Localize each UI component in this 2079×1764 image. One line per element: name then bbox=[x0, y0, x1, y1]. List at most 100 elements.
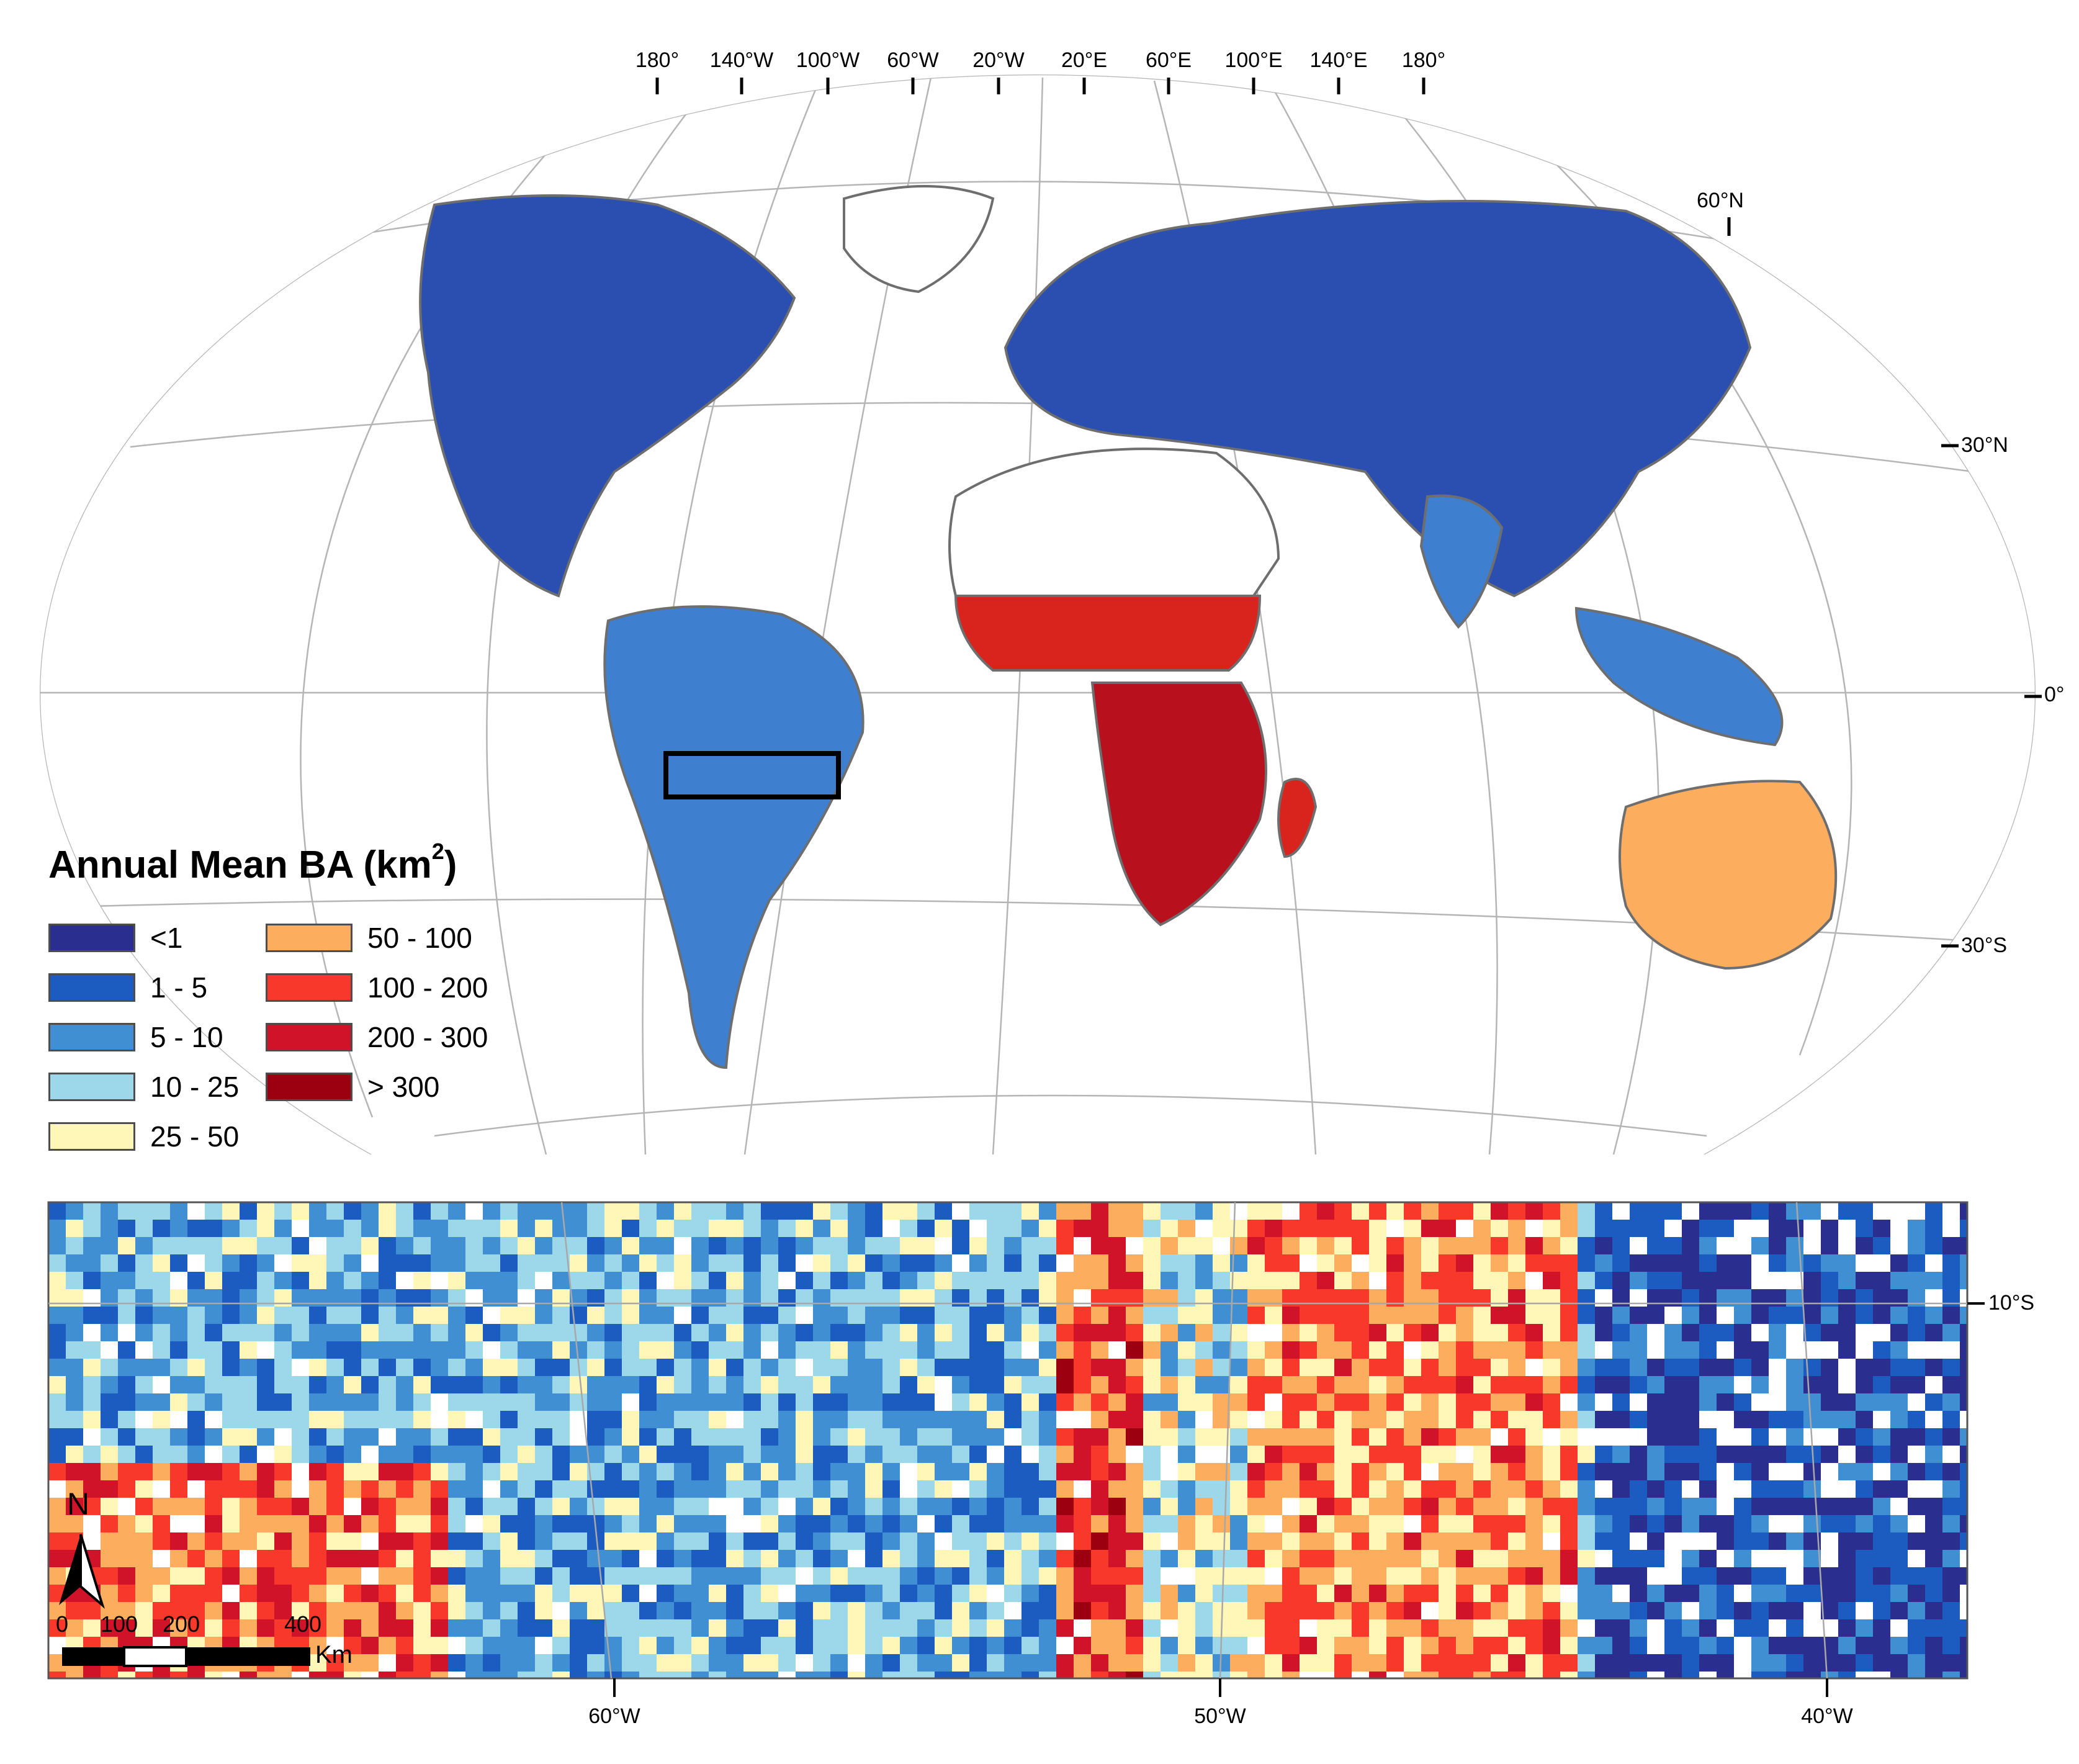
raster-cell bbox=[240, 1428, 257, 1446]
raster-cell bbox=[448, 1220, 465, 1237]
raster-cell bbox=[900, 1672, 917, 1678]
raster-cell bbox=[1195, 1550, 1213, 1567]
raster-cell bbox=[778, 1254, 796, 1272]
raster-cell bbox=[483, 1341, 500, 1359]
raster-cell bbox=[1265, 1619, 1282, 1637]
raster-cell bbox=[726, 1619, 743, 1637]
raster-cell bbox=[952, 1359, 969, 1376]
raster-cell bbox=[1108, 1446, 1126, 1463]
raster-cell bbox=[1161, 1393, 1178, 1411]
raster-cell bbox=[1161, 1550, 1178, 1567]
raster-cell bbox=[101, 1463, 118, 1480]
raster-cell bbox=[1317, 1307, 1334, 1324]
raster-cell bbox=[1421, 1550, 1439, 1567]
raster-cell bbox=[882, 1480, 900, 1498]
raster-cell bbox=[552, 1272, 570, 1289]
raster-cell bbox=[483, 1307, 500, 1324]
raster-cell bbox=[1525, 1307, 1543, 1324]
raster-cell bbox=[361, 1324, 379, 1341]
raster-cell bbox=[1803, 1602, 1821, 1619]
raster-cell bbox=[709, 1411, 726, 1428]
raster-cell bbox=[83, 1532, 101, 1550]
raster-cell bbox=[587, 1498, 604, 1515]
raster-cell bbox=[1647, 1324, 1664, 1341]
raster-cell bbox=[917, 1585, 935, 1602]
raster-cell bbox=[292, 1307, 309, 1324]
raster-cell bbox=[1161, 1480, 1178, 1498]
raster-cell bbox=[66, 1393, 83, 1411]
raster-cell bbox=[448, 1550, 465, 1567]
raster-cell bbox=[1282, 1532, 1300, 1550]
raster-cell bbox=[274, 1411, 292, 1428]
raster-cell bbox=[1682, 1324, 1699, 1341]
raster-cell bbox=[1838, 1272, 1856, 1289]
raster-cell bbox=[1108, 1672, 1126, 1678]
raster-cell bbox=[1074, 1254, 1091, 1272]
raster-cell bbox=[170, 1463, 187, 1480]
raster-cell bbox=[396, 1532, 413, 1550]
raster-cell bbox=[1056, 1254, 1074, 1272]
raster-cell bbox=[917, 1254, 935, 1272]
raster-cell bbox=[1908, 1428, 1925, 1446]
raster-cell bbox=[1265, 1446, 1282, 1463]
raster-cell bbox=[1769, 1619, 1786, 1637]
raster-cell bbox=[1161, 1272, 1178, 1289]
raster-cell bbox=[1560, 1463, 1578, 1480]
raster-cell bbox=[1126, 1237, 1143, 1254]
raster-cell bbox=[1421, 1619, 1439, 1637]
raster-cell bbox=[674, 1567, 691, 1585]
raster-cell bbox=[1178, 1376, 1195, 1393]
raster-cell bbox=[796, 1376, 813, 1393]
raster-cell bbox=[500, 1307, 518, 1324]
raster-cell bbox=[1317, 1393, 1334, 1411]
raster-cell bbox=[465, 1498, 483, 1515]
raster-cell bbox=[431, 1376, 448, 1393]
raster-cell bbox=[1699, 1446, 1717, 1463]
raster-cell bbox=[552, 1341, 570, 1359]
raster-cell bbox=[292, 1498, 309, 1515]
raster-cell bbox=[1213, 1532, 1230, 1550]
raster-cell bbox=[1821, 1446, 1838, 1463]
raster-cell bbox=[865, 1498, 882, 1515]
raster-cell bbox=[848, 1393, 865, 1411]
raster-cell bbox=[761, 1463, 778, 1480]
raster-cell bbox=[1074, 1411, 1091, 1428]
raster-cell bbox=[1647, 1411, 1664, 1428]
raster-cell bbox=[1647, 1480, 1664, 1498]
raster-cell bbox=[1317, 1654, 1334, 1672]
raster-cell bbox=[1039, 1498, 1056, 1515]
raster-cell bbox=[1004, 1585, 1022, 1602]
raster-cell bbox=[1404, 1411, 1421, 1428]
raster-cell bbox=[1074, 1393, 1091, 1411]
raster-cell bbox=[1178, 1480, 1195, 1498]
raster-cell bbox=[153, 1602, 170, 1619]
raster-cell bbox=[848, 1672, 865, 1678]
raster-cell bbox=[465, 1324, 483, 1341]
raster-cell bbox=[431, 1637, 448, 1654]
raster-cell bbox=[1769, 1637, 1786, 1654]
raster-cell bbox=[1300, 1654, 1317, 1672]
raster-cell bbox=[344, 1359, 361, 1376]
raster-cell bbox=[1890, 1550, 1908, 1567]
raster-cell bbox=[657, 1637, 674, 1654]
raster-cell bbox=[448, 1307, 465, 1324]
raster-cell bbox=[1022, 1428, 1039, 1446]
raster-cell bbox=[657, 1567, 674, 1585]
raster-cell bbox=[1699, 1654, 1717, 1672]
raster-cell bbox=[1925, 1393, 1942, 1411]
raster-cell bbox=[535, 1428, 552, 1446]
raster-cell bbox=[1595, 1411, 1612, 1428]
raster-cell bbox=[1682, 1254, 1699, 1272]
raster-cell bbox=[274, 1619, 292, 1637]
raster-cell bbox=[1769, 1532, 1786, 1550]
raster-cell bbox=[187, 1237, 205, 1254]
raster-cell bbox=[309, 1307, 326, 1324]
raster-cell bbox=[1282, 1446, 1300, 1463]
raster-cell bbox=[1022, 1619, 1039, 1637]
raster-cell bbox=[1960, 1202, 1967, 1220]
raster-cell bbox=[1543, 1393, 1560, 1411]
raster-cell bbox=[1491, 1550, 1508, 1567]
raster-cell bbox=[344, 1637, 361, 1654]
raster-cell bbox=[1195, 1220, 1213, 1237]
raster-cell bbox=[1612, 1463, 1630, 1480]
